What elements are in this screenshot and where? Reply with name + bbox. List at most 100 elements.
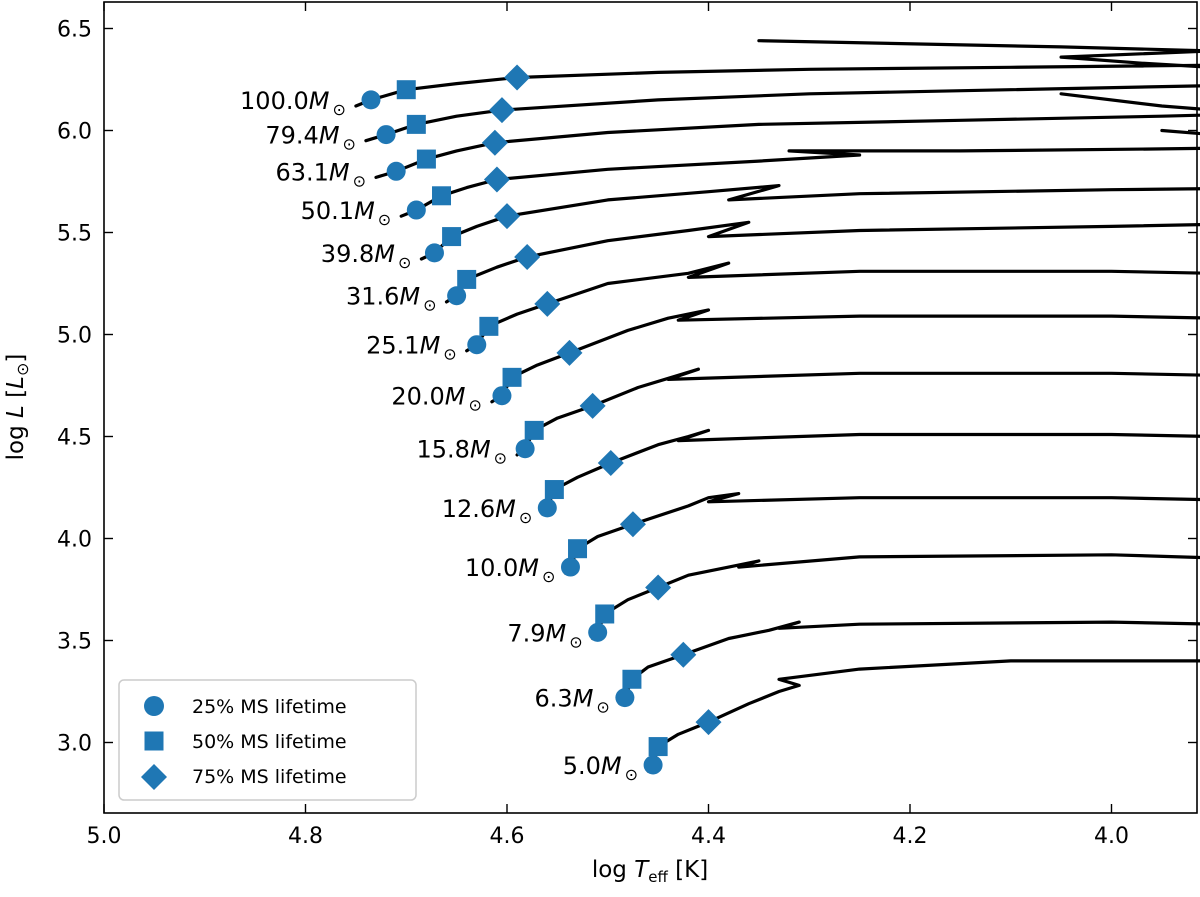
x-tick-label: 5.0 — [87, 824, 122, 849]
ms50-marker — [406, 114, 426, 134]
y-tick-label: 4.0 — [57, 528, 92, 553]
ms75-marker — [481, 129, 508, 156]
mass-label: 10.0M ⊙ — [465, 554, 556, 586]
legend-square-icon — [144, 731, 164, 751]
evolution-track — [591, 553, 1200, 641]
ms75-marker — [488, 97, 515, 124]
mass-label: 31.6M ⊙ — [346, 283, 437, 315]
x-tick-label: 4.2 — [893, 824, 928, 849]
mass-label: 79.4M ⊙ — [265, 122, 356, 154]
ms50-marker — [396, 80, 416, 100]
x-tick-label: 4.4 — [691, 824, 726, 849]
evolution-track — [465, 261, 1200, 353]
evolution-track — [490, 308, 1200, 404]
ms75-marker — [504, 64, 531, 91]
legend-label-75: 75% MS lifetime — [192, 766, 347, 788]
track-group — [354, 39, 1200, 773]
evolution-track — [540, 428, 1200, 516]
ms25-marker — [424, 243, 444, 263]
ms50-marker — [457, 269, 477, 289]
ms25-marker — [537, 498, 557, 518]
ms50-marker — [648, 737, 668, 757]
ms75-marker — [556, 339, 583, 366]
mass-label: 100.0M ⊙ — [240, 87, 346, 119]
ms25-marker — [560, 557, 580, 577]
mass-label: 25.1M ⊙ — [366, 332, 457, 364]
evolution-track — [646, 659, 1200, 773]
evolution-track — [419, 184, 1200, 261]
evolution-track — [515, 367, 1200, 457]
ms50-marker — [595, 604, 615, 624]
ms25-marker — [386, 161, 406, 181]
ms25-marker — [515, 439, 535, 459]
y-tick-label: 5.5 — [57, 222, 92, 247]
y-tick-label: 3.0 — [57, 732, 92, 757]
ms25-marker — [492, 386, 512, 406]
ms50-marker — [544, 480, 564, 500]
ms25-marker — [467, 335, 487, 355]
ms75-marker — [695, 709, 722, 736]
y-tick-label: 3.5 — [57, 630, 92, 655]
ms75-marker — [597, 450, 624, 477]
ms75-marker — [645, 574, 672, 601]
y-tick-label: 5.0 — [57, 324, 92, 349]
ms50-marker — [622, 669, 642, 689]
mass-label: 20.0M ⊙ — [391, 383, 482, 415]
ms50-marker — [479, 316, 499, 336]
evolution-track — [374, 113, 1200, 179]
ms75-marker — [670, 641, 697, 668]
ms75-marker — [483, 166, 510, 193]
evolution-track — [354, 39, 1200, 108]
evolution-track — [399, 146, 1200, 218]
ms75-marker — [514, 243, 541, 270]
ms25-marker — [588, 622, 608, 642]
mass-label: 63.1M ⊙ — [275, 158, 366, 190]
legend-box — [118, 679, 417, 801]
ms75-marker — [534, 290, 561, 317]
ms25-marker — [361, 90, 381, 110]
mass-label: 39.8M ⊙ — [321, 240, 412, 272]
legend-label-50: 50% MS lifetime — [192, 731, 347, 753]
ms75-marker — [619, 511, 646, 538]
ms50-marker — [524, 420, 544, 440]
mass-label: 50.1M ⊙ — [301, 197, 392, 229]
mass-label: 12.6M ⊙ — [442, 495, 533, 527]
x-axis-label: log Teff [K] — [592, 857, 708, 886]
x-tick-label: 4.6 — [490, 824, 525, 849]
mass-label: 15.8M ⊙ — [417, 436, 508, 468]
ms50-marker — [442, 227, 462, 247]
ms25-marker — [643, 755, 663, 775]
legend: 25% MS lifetime 50% MS lifetime 75% MS l… — [118, 679, 417, 801]
mass-label: 6.3M ⊙ — [535, 685, 610, 717]
ms25-marker — [447, 286, 467, 306]
y-tick-label: 6.0 — [57, 120, 92, 145]
ms25-marker — [406, 200, 426, 220]
ms75-marker — [579, 392, 606, 419]
ms50-marker — [502, 367, 522, 387]
plot-frame — [103, 1, 1198, 814]
ms25-marker — [376, 125, 396, 145]
marker-group — [361, 64, 722, 775]
mass-label-group: 100.0M ⊙79.4M ⊙ 63.1M ⊙ 50.1M ⊙ 39.8M ⊙ 31.6M ⊙ 25.… — [240, 87, 638, 784]
ms75-marker — [494, 203, 520, 230]
mass-label: 7.9M ⊙ — [507, 619, 582, 651]
y-tick-label: 4.5 — [57, 426, 92, 451]
evolution-track — [444, 220, 1200, 304]
y-tick-label: 6.5 — [57, 18, 92, 43]
evolution-track — [618, 620, 1200, 706]
y-axis-label: log L [L⊙] — [3, 354, 32, 461]
x-tick-label: 4.8 — [288, 824, 323, 849]
ms50-marker — [568, 539, 588, 559]
ms25-marker — [615, 688, 635, 708]
x-tick-label: 4.0 — [1094, 824, 1129, 849]
legend-diamond-icon — [141, 764, 167, 790]
evolution-track — [563, 492, 1200, 575]
evolution-track — [364, 84, 1200, 143]
ms50-marker — [416, 149, 436, 169]
legend-circle-icon — [144, 696, 164, 716]
ms50-marker — [432, 186, 452, 206]
tick-group: 5.04.84.64.44.24.03.83.63.03.54.04.55.05… — [57, 2, 1197, 849]
legend-label-25: 25% MS lifetime — [192, 696, 347, 718]
mass-label: 5.0M ⊙ — [563, 752, 638, 784]
